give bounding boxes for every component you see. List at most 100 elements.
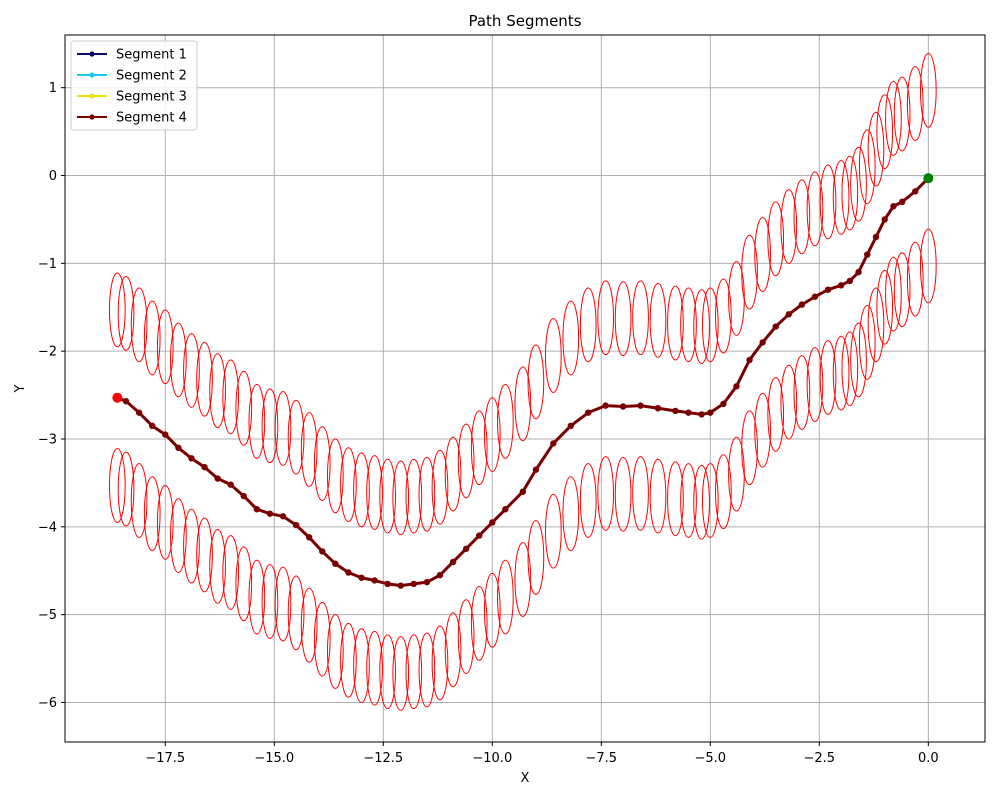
grid-lines	[65, 35, 985, 742]
uncertainty-ellipse	[876, 269, 894, 345]
y-tick-label: −5	[38, 608, 57, 623]
uncertainty-ellipse	[806, 171, 824, 247]
uncertainty-ellipse	[457, 423, 475, 499]
segment-4-point	[532, 466, 540, 473]
x-tick-label: −2.5	[804, 751, 836, 766]
uncertainty-ellipse	[274, 391, 292, 466]
legend-swatch-marker	[89, 93, 95, 99]
segment-4-point	[292, 521, 300, 529]
legend-swatch-marker	[89, 72, 95, 78]
segment-4-point	[462, 545, 470, 552]
uncertainty-ellipse	[632, 456, 649, 531]
uncertainty-ellipse	[170, 322, 187, 398]
uncertainty-ellipse	[418, 632, 436, 708]
uncertainty-ellipses	[108, 52, 937, 711]
segment-4-point	[619, 403, 627, 410]
uncertainty-ellipse	[819, 164, 837, 240]
uncertainty-ellipse	[693, 289, 710, 364]
uncertainty-ellipse	[418, 456, 436, 532]
uncertainty-ellipse	[457, 599, 475, 674]
uncertainty-ellipse	[117, 451, 135, 527]
uncertainty-ellipse	[680, 463, 697, 538]
segment-4-point	[476, 532, 483, 539]
segment-4-point	[685, 409, 692, 416]
segment-4-point	[149, 422, 156, 430]
segment-4-point	[423, 578, 431, 586]
y-tick-label: 1	[49, 81, 57, 96]
y-axis-title: Y	[13, 384, 28, 393]
legend-label: Segment 2	[116, 69, 187, 84]
segment-4-point	[345, 569, 352, 576]
uncertainty-ellipse	[649, 458, 667, 534]
uncertainty-ellipse	[754, 217, 771, 292]
uncertainty-ellipse	[326, 438, 344, 514]
end-point-marker	[112, 392, 123, 403]
uncertainty-ellipse	[893, 252, 911, 328]
segment-4-point	[890, 203, 897, 210]
uncertainty-ellipse	[544, 318, 562, 393]
uncertainty-ellipse	[379, 458, 397, 534]
segment-4-point	[305, 534, 313, 541]
uncertainty-ellipse	[108, 272, 126, 348]
segment-4-point	[798, 301, 806, 308]
uncertainty-ellipse	[527, 344, 545, 420]
segment-4-point	[188, 455, 195, 462]
uncertainty-ellipse	[497, 384, 514, 459]
segment-4-point	[162, 431, 169, 438]
x-tick-label: −5.0	[695, 751, 727, 766]
segment-4-point	[384, 580, 391, 588]
uncertainty-ellipse	[405, 458, 423, 534]
segment-4-point	[489, 519, 496, 526]
uncertainty-ellipse	[832, 160, 850, 235]
uncertainty-ellipse	[893, 76, 911, 152]
segment-4-point	[720, 400, 727, 408]
segment-4-point	[214, 475, 221, 482]
uncertainty-ellipse	[274, 566, 292, 642]
uncertainty-ellipse	[850, 146, 867, 222]
uncertainty-ellipse	[819, 340, 837, 415]
uncertainty-ellipse	[261, 564, 279, 639]
uncertainty-ellipse	[392, 636, 410, 711]
uncertainty-ellipse	[431, 449, 449, 525]
uncertainty-ellipse	[885, 81, 902, 156]
axis-ticks: −17.5 −15.0 −12.5 −10.0 −7.5 −5.0 −2.5 0.0 1 0 −1 −…	[38, 81, 939, 766]
legend-item: Segment 4	[77, 111, 187, 126]
uncertainty-ellipse	[222, 359, 240, 435]
uncertainty-ellipse	[130, 287, 148, 363]
uncertainty-ellipse	[287, 399, 305, 475]
uncertainty-ellipse	[156, 309, 174, 385]
uncertainty-ellipse	[885, 256, 902, 332]
uncertainty-ellipse	[867, 111, 885, 187]
x-axis-title: X	[521, 771, 530, 786]
uncertainty-ellipse	[858, 129, 876, 205]
uncertainty-ellipse	[780, 189, 798, 264]
uncertainty-ellipse	[715, 454, 732, 530]
segment-4-point	[733, 383, 740, 390]
uncertainty-ellipse	[170, 498, 187, 573]
uncertainty-ellipse	[806, 347, 824, 422]
legend-swatch-marker	[89, 51, 95, 57]
uncertainty-ellipse	[514, 542, 532, 617]
legend-item: Segment 2	[77, 69, 187, 84]
segment-4-point	[332, 560, 339, 567]
segment-4-point	[811, 293, 819, 300]
uncertainty-ellipse	[209, 528, 226, 604]
uncertainty-ellipse	[183, 333, 200, 408]
uncertainty-ellipse	[261, 388, 279, 464]
segment-4-point	[855, 268, 862, 276]
uncertainty-ellipse	[597, 280, 615, 356]
segment-4-point	[135, 409, 143, 416]
uncertainty-ellipse	[326, 614, 344, 689]
uncertainty-ellipse	[209, 353, 226, 429]
x-tick-label: −10.0	[472, 751, 512, 766]
uncertainty-ellipse	[483, 397, 501, 472]
legend-swatch-marker	[89, 114, 95, 120]
segment-4-point	[824, 286, 832, 293]
uncertainty-ellipse	[919, 52, 937, 128]
segment-4-point	[637, 402, 644, 409]
segment-4-point	[122, 398, 130, 405]
legend-label: Segment 1	[116, 48, 187, 63]
uncertainty-ellipse	[235, 546, 253, 622]
uncertainty-ellipse	[841, 155, 859, 231]
segment-4-point	[279, 513, 287, 520]
